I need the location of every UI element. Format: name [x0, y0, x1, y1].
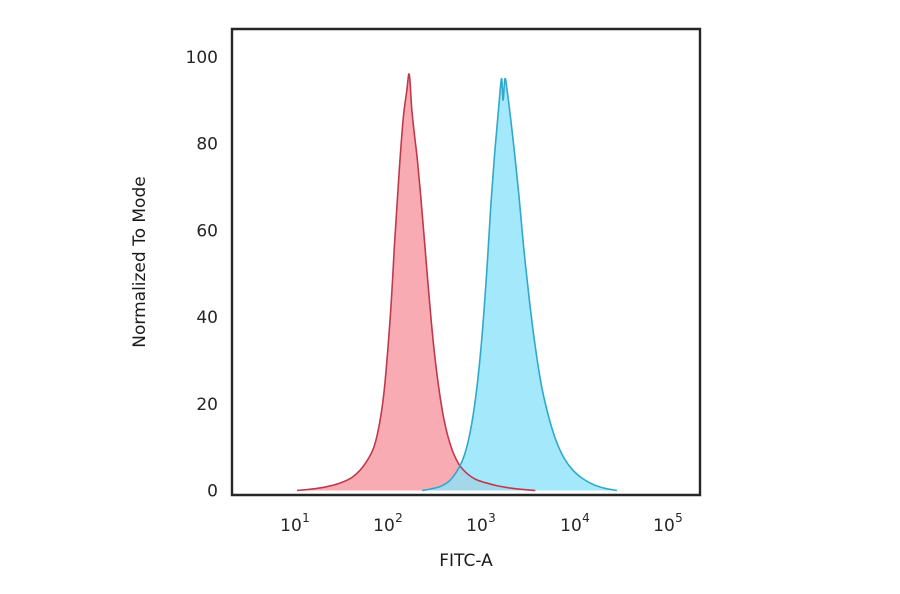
x-tick-label: 10 4 — [560, 511, 590, 536]
y-tick-label: 20 — [196, 395, 218, 415]
x-axis-tick-labels: 10 1 10 2 10 3 10 4 10 5 — [280, 511, 683, 536]
y-tick-label: 80 — [196, 135, 218, 155]
x-tick-exponent: 1 — [302, 511, 310, 525]
x-tick-exponent: 4 — [582, 511, 590, 525]
x-tick-mantissa: 10 — [280, 516, 302, 536]
x-tick-mantissa: 10 — [653, 516, 675, 536]
series-area-cyan — [422, 78, 617, 491]
x-axis-title: FITC-A — [439, 551, 493, 571]
x-tick-exponent: 5 — [675, 511, 683, 525]
x-tick-mantissa: 10 — [560, 516, 582, 536]
y-axis-tick-labels: 0 20 40 60 80 100 — [186, 48, 218, 502]
y-tick-label: 60 — [196, 221, 218, 241]
histogram-curves — [296, 73, 618, 492]
x-tick-exponent: 2 — [395, 511, 403, 525]
series-area-red — [297, 73, 536, 491]
y-tick-label: 0 — [207, 482, 218, 502]
y-tick-label: 100 — [186, 48, 218, 68]
x-tick-exponent: 3 — [488, 511, 496, 525]
series-outline-red — [296, 73, 536, 492]
plot-frame — [230, 27, 702, 497]
plot-background — [232, 29, 700, 495]
y-tick-label: 40 — [196, 308, 218, 328]
x-tick-label: 10 1 — [280, 511, 310, 536]
x-tick-mantissa: 10 — [466, 516, 488, 536]
y-axis-title: Normalized To Mode — [130, 176, 150, 347]
x-tick-label: 10 2 — [373, 511, 403, 536]
x-tick-label: 10 5 — [653, 511, 683, 536]
x-tick-mantissa: 10 — [373, 516, 395, 536]
series-outline-cyan — [422, 77, 618, 492]
x-tick-label: 10 3 — [466, 511, 496, 536]
